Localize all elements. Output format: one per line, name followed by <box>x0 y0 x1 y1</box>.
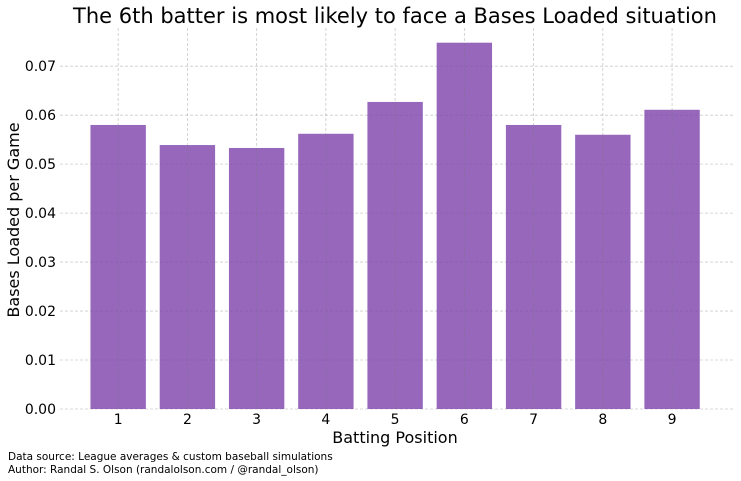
y-tick-label: 0.02 <box>25 304 56 320</box>
x-tick-label: 2 <box>183 412 192 428</box>
bar-3 <box>228 147 285 409</box>
y-tick-labels: 0.00 0.01 0.02 0.03 0.04 0.05 0.06 0.07 <box>25 59 56 418</box>
bar-5 <box>367 101 423 410</box>
bar-1 <box>90 124 146 409</box>
y-tick-label: 0.05 <box>25 157 56 173</box>
chart-title: The 6th batter is most likely to face a … <box>72 4 717 28</box>
footer-author: Author: Randal S. Olson (randalolson.com… <box>8 464 319 476</box>
bar-4 <box>298 133 354 409</box>
x-tick-labels: 1 2 3 4 5 6 7 8 9 <box>114 412 677 428</box>
bar-8 <box>575 134 631 409</box>
x-tick-label: 5 <box>391 412 400 428</box>
y-tick-label: 0.00 <box>25 402 56 418</box>
y-tick-label: 0.03 <box>25 255 56 271</box>
y-tick-label: 0.04 <box>25 206 56 222</box>
bar-7 <box>505 124 562 409</box>
x-tick-label: 1 <box>114 412 123 428</box>
x-tick-label: 3 <box>252 412 261 428</box>
bar-2 <box>159 145 216 409</box>
bar-6 <box>436 42 493 409</box>
bars <box>90 28 700 410</box>
x-tick-label: 8 <box>598 412 607 428</box>
y-tick-label: 0.06 <box>25 108 56 124</box>
x-tick-label: 7 <box>529 412 538 428</box>
y-tick-label: 0.07 <box>25 59 56 75</box>
x-axis-label: Batting Position <box>332 428 457 447</box>
x-tick-label: 4 <box>321 412 330 428</box>
y-tick-label: 0.01 <box>25 353 56 369</box>
x-tick-label: 9 <box>668 412 677 428</box>
x-tick-label: 6 <box>460 412 469 428</box>
y-axis-label: Bases Loaded per Game <box>4 122 23 317</box>
footer-source: Data source: League averages & custom ba… <box>8 451 333 463</box>
bar-9 <box>644 109 700 409</box>
